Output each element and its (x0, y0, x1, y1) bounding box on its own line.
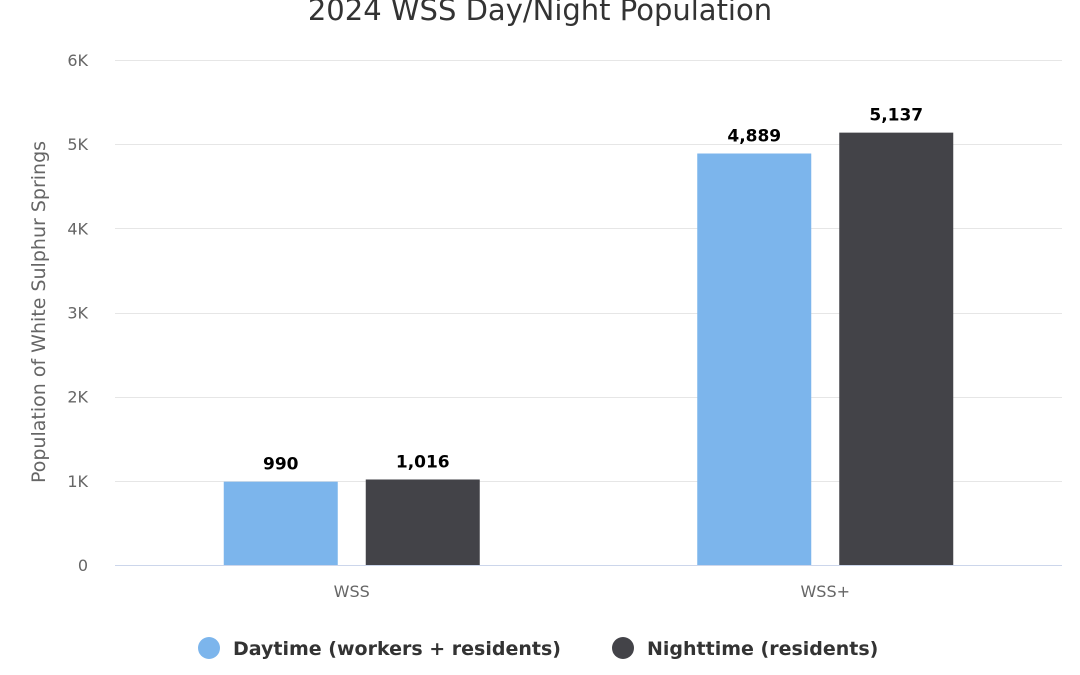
y-tick-label: 5K (67, 135, 88, 154)
data-label: 1,016 (396, 452, 450, 472)
y-tick-label: 2K (67, 388, 88, 407)
y-tick-label: 1K (67, 472, 88, 491)
bar[interactable] (697, 153, 812, 566)
data-label: 990 (263, 455, 299, 475)
legend-label: Daytime (workers + residents) (233, 638, 561, 660)
x-axis-ticks: WSS WSS+ (334, 582, 850, 601)
legend: Daytime (workers + residents) Nighttime (… (198, 637, 878, 660)
chart-title: 2024 WSS Day/Night Population (308, 0, 772, 27)
y-tick-label: 6K (67, 51, 88, 70)
bar[interactable] (365, 479, 480, 565)
bar[interactable] (839, 132, 954, 565)
legend-marker (198, 637, 220, 659)
x-tick-label: WSS+ (800, 582, 850, 601)
y-tick-label: 3K (67, 304, 88, 323)
legend-label: Nighttime (residents) (647, 638, 878, 660)
data-label: 5,137 (869, 106, 923, 126)
legend-marker (612, 637, 634, 659)
legend-item[interactable]: Daytime (workers + residents) (198, 637, 561, 660)
legend-item[interactable]: Nighttime (residents) (612, 637, 878, 660)
bars (223, 132, 954, 566)
y-tick-label: 0 (78, 556, 88, 575)
data-label: 4,889 (727, 127, 781, 147)
y-axis-ticks: 0 1K 2K 3K 4K 5K 6K (67, 51, 88, 575)
data-labels: 990 1,016 4,889 5,137 (263, 106, 923, 475)
y-axis-label: Population of White Sulphur Springs (28, 141, 50, 483)
x-tick-label: WSS (334, 582, 370, 601)
bar[interactable] (223, 481, 338, 565)
y-tick-label: 4K (67, 219, 88, 238)
